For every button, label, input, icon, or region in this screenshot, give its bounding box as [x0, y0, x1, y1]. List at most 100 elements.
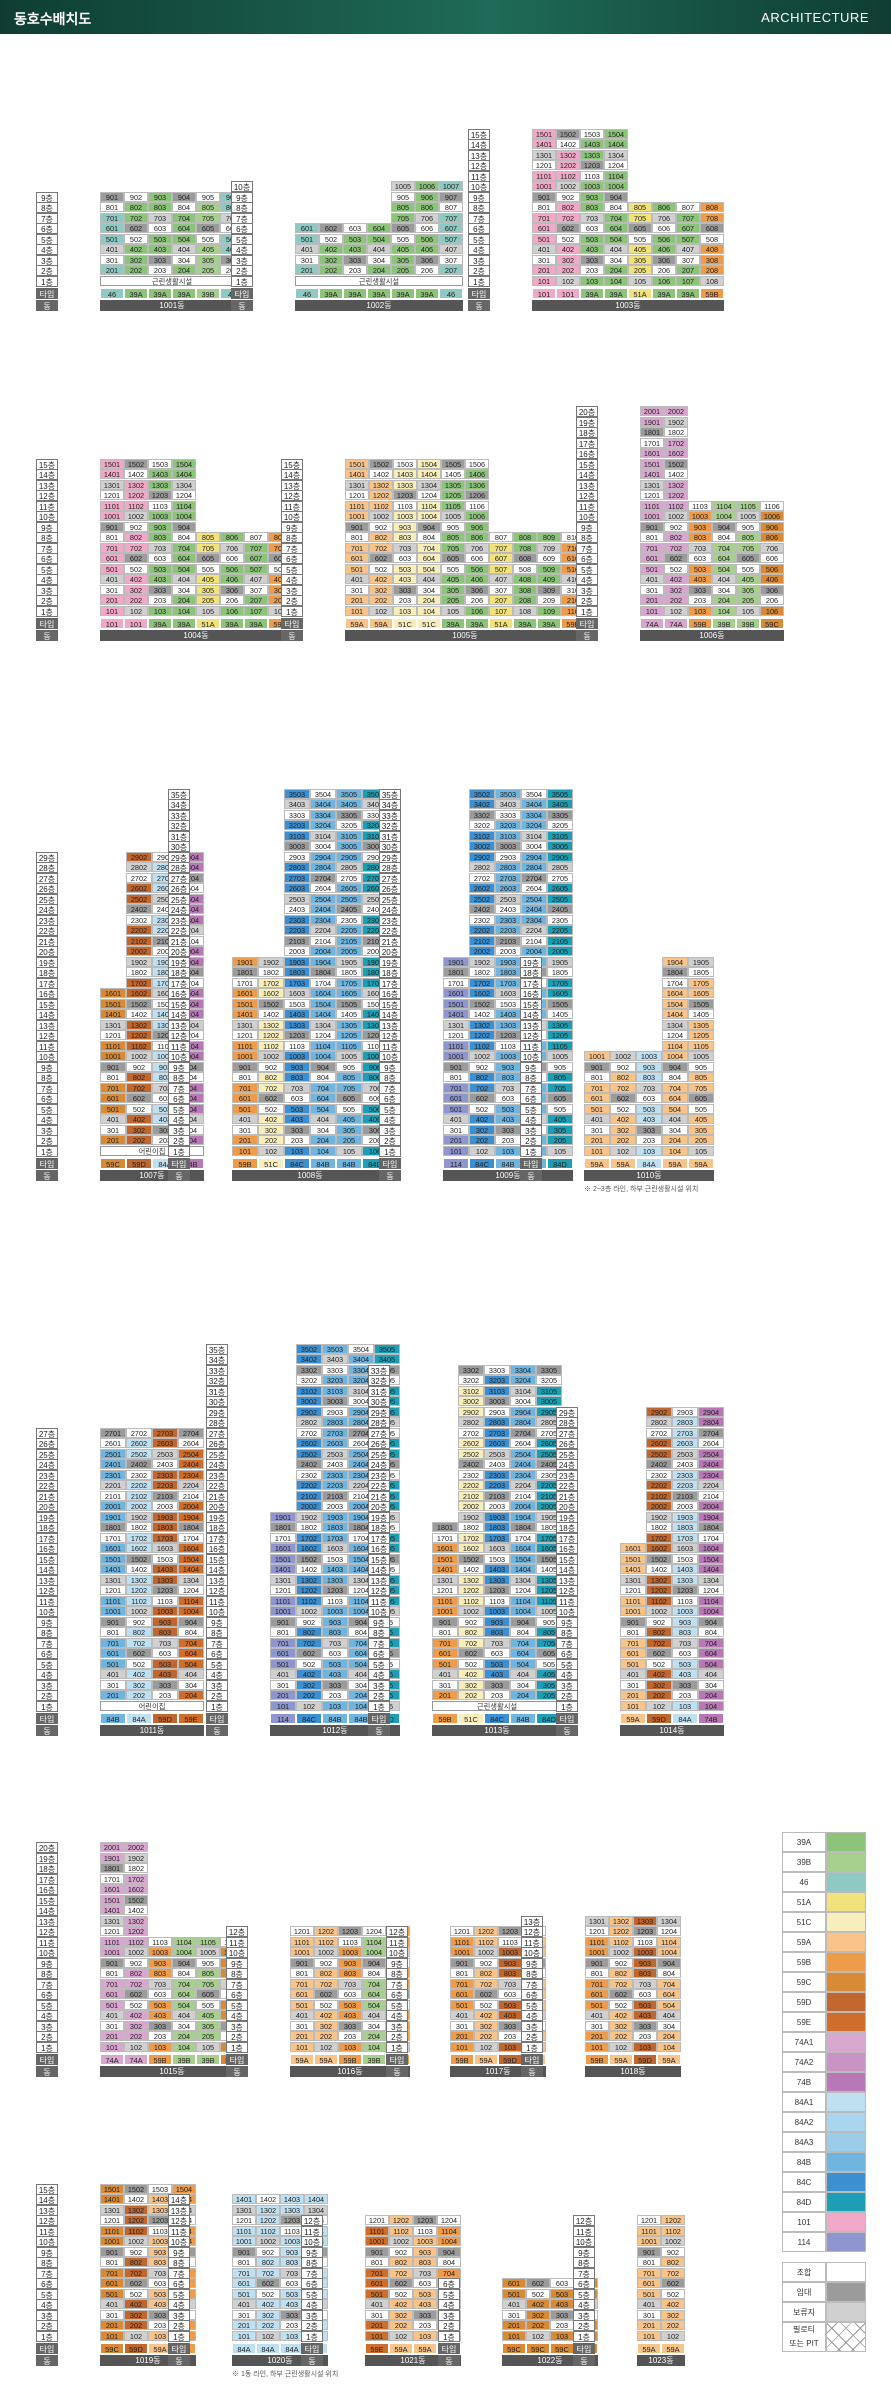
unit-cell: 1003 — [413, 2236, 437, 2246]
unit-cell: 902 — [664, 521, 688, 532]
floor-label: 32층 — [379, 820, 401, 831]
floor-label: 8층 — [281, 532, 303, 543]
type-cell: 51A — [196, 618, 220, 629]
unit-cell: 1701 — [640, 437, 664, 448]
unit-cell: 1903 — [484, 1511, 510, 1522]
unit-cell: 1202 — [369, 490, 393, 500]
dong-bar: 1018동 — [585, 2066, 681, 2077]
unit-cell: 1004 — [657, 1947, 681, 1957]
unit-cell: 1104 — [657, 1936, 681, 1947]
unit-cell: 1704 — [698, 1532, 724, 1543]
unit-cell: 1303 — [495, 1019, 521, 1030]
floor-label: 32층 — [206, 1375, 228, 1386]
unit-cell: 703 — [413, 2267, 437, 2278]
unit-cell: 2903 — [322, 1406, 348, 1417]
unit-cell: 501 — [295, 233, 319, 244]
unit-cell: 703 — [393, 542, 417, 553]
unit-cell: 701 — [532, 212, 556, 223]
unit-cell: 702 — [646, 1637, 672, 1648]
unit-cell: 1202 — [124, 2215, 148, 2225]
unit-cell: 702 — [256, 2267, 280, 2278]
floor-label: 14층 — [379, 1009, 401, 1020]
unit-cell: 1902 — [258, 956, 284, 967]
floor-label: 3층 — [226, 2020, 248, 2032]
unit-cell: 805 — [628, 202, 652, 212]
unit-cell: 801 — [100, 532, 124, 542]
type-label: 타입 — [368, 1713, 390, 1724]
unit-cell: 1105 — [196, 1936, 220, 1947]
unit-cell: 2703 — [484, 1427, 510, 1438]
floor-label: 27층 — [379, 872, 401, 884]
unit-cell: 3204 — [510, 1375, 536, 1385]
unit-cell: 2404 — [310, 904, 336, 914]
unit-cell: 1801 — [100, 1863, 124, 1873]
unit-cell: 707 — [676, 212, 700, 223]
unit-cell: 2303 — [284, 914, 310, 925]
unit-cell: 203 — [148, 265, 172, 275]
unit-cell: 1503 — [148, 2183, 172, 2194]
unit-cell: 801 — [232, 2257, 256, 2267]
unit-cell: 808 — [700, 202, 724, 212]
unit-cell: 1104 — [178, 1595, 204, 1606]
unit-cell: 1201 — [532, 160, 556, 170]
floor-label: 3층 — [36, 2309, 58, 2321]
floor-label: 12층 — [556, 1585, 578, 1596]
unit-cell: 904 — [178, 1616, 204, 1627]
unit-cell: 3303 — [322, 1364, 348, 1375]
unit-cell: 2503 — [484, 1448, 510, 1459]
type-cell: 39B — [736, 618, 760, 629]
floor-label: 3층 — [168, 1124, 190, 1136]
unit-cell: 702 — [610, 1082, 636, 1093]
unit-cell: 3104 — [310, 830, 336, 841]
floor-label: 25층 — [168, 893, 190, 905]
unit-cell: 305 — [336, 1124, 362, 1135]
unit-cell: 602 — [314, 1989, 338, 1999]
dong-label: 동 — [36, 1725, 58, 1736]
unit-cell: 502 — [124, 1999, 148, 2010]
unit-cell: 903 — [148, 191, 172, 202]
unit-cell: 703 — [338, 1978, 362, 1989]
unit-cell: 2205 — [336, 925, 362, 935]
unit-cell: 607 — [244, 553, 268, 563]
unit-cell: 1303 — [148, 479, 172, 490]
dong-label: 동 — [231, 300, 253, 311]
floor-label: 22층 — [556, 1480, 578, 1491]
floor-label: 20층 — [36, 1842, 58, 1853]
floor-label: 20층 — [206, 1501, 228, 1512]
floor-label: 9층 — [231, 191, 253, 203]
unit-cell: 601 — [532, 223, 556, 233]
unit-cell: 305 — [688, 1124, 714, 1135]
unit-cell: 302 — [661, 2309, 685, 2320]
unit-cell: 602 — [319, 223, 343, 233]
unit-cell: 1003 — [152, 1606, 178, 1616]
unit-cell: 3103 — [284, 830, 310, 841]
unit-cell: 604 — [178, 1648, 204, 1658]
floor-label: 14층 — [576, 469, 598, 480]
unit-cell: 2903 — [284, 851, 310, 862]
unit-cell: 501 — [443, 1103, 469, 1114]
unit-cell: 1402 — [126, 1009, 152, 1019]
unit-cell: 703 — [484, 1637, 510, 1648]
unit-cell: 804 — [362, 1968, 386, 1978]
floor-label: 13층 — [521, 1915, 543, 1927]
unit-cell: 2903 — [495, 851, 521, 862]
unit-cell: 3203 — [484, 1375, 510, 1385]
unit-cell: 202 — [296, 1690, 322, 1700]
unit-cell: 602 — [469, 1093, 495, 1103]
unit-cell: 1102 — [474, 1936, 498, 1947]
unit-cell: 104 — [712, 605, 736, 616]
unit-cell: 3202 — [296, 1375, 322, 1385]
unit-cell: 3005 — [336, 841, 362, 851]
floor-label: 27층 — [36, 872, 58, 884]
unit-cell: 307 — [489, 584, 513, 595]
unit-cell: 2105 — [547, 935, 573, 946]
unit-cell: 1005 — [336, 1051, 362, 1061]
floor-label: 3층 — [168, 2309, 190, 2321]
unit-cell: 403 — [322, 1669, 348, 1679]
floor-label: 20층 — [168, 946, 190, 957]
unit-cell: 1103 — [148, 500, 172, 511]
unit-cell: 1404 — [698, 1564, 724, 1574]
floor-label: 2층 — [556, 1690, 578, 1701]
unit-cell: 402 — [126, 1114, 152, 1124]
floor-label: 3층 — [438, 2309, 460, 2321]
